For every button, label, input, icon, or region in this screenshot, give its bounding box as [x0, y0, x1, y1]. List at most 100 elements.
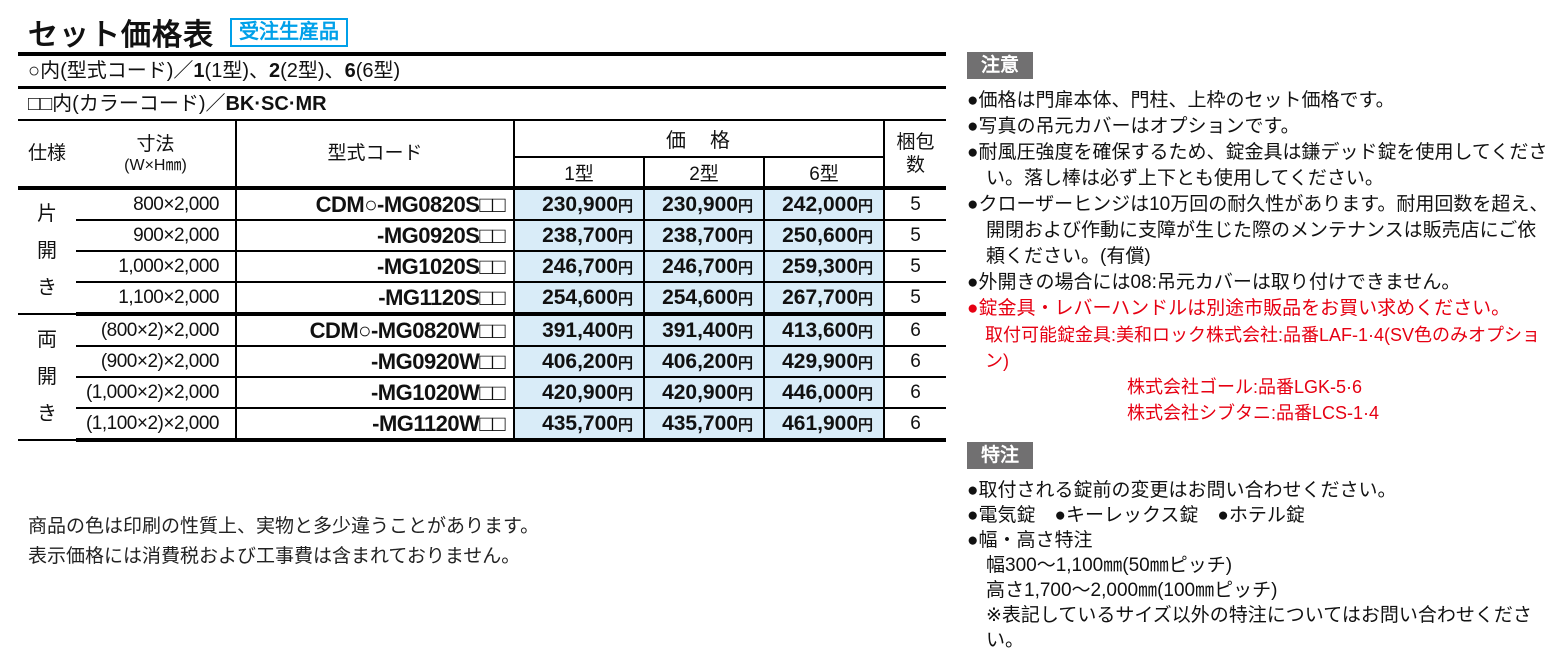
price-cell-type6: 267,700円 — [762, 282, 885, 316]
price-cell-type1: 230,900円 — [513, 188, 644, 221]
price-table: 仕様 寸法 (W×H㎜) 型式コード 価 格 梱包 数 1型 2型 6型 — [18, 119, 947, 442]
price-cell-type2: 230,900円 — [643, 188, 764, 221]
legend-type6-label: (6型) — [355, 60, 401, 82]
price-value: 242,000 — [782, 192, 859, 216]
pack-count-cell: 5 — [883, 220, 947, 252]
special-order-section: 特注 ●取付される錠前の変更はお問い合わせください。 ●電気錠 ●キーレックス錠… — [967, 442, 1552, 653]
yen-suffix: 円 — [737, 290, 753, 308]
price-value: 246,700 — [662, 254, 738, 278]
price-value: 391,400 — [542, 318, 618, 342]
price-table-section: セット価格表 受注生産品 ○内(型式コード)／1(1型)、2(2型)、6(6型)… — [18, 12, 947, 442]
title-divider — [18, 52, 946, 56]
price-value: 238,700 — [662, 223, 738, 247]
yen-suffix: 円 — [737, 259, 753, 277]
price-value: 413,600 — [782, 318, 859, 342]
price-cell-type1: 406,200円 — [513, 346, 644, 378]
table-row: (900×2)×2,000 -MG0920W□□ 406,200円 406,20… — [18, 346, 947, 378]
caution-lock-detail-miwa: 取付可能錠金具:美和ロック株式会社:品番LAF-1·4(SV色のみオプション) — [985, 325, 1541, 371]
yen-suffix: 円 — [617, 416, 633, 434]
price-value: 259,300 — [782, 254, 859, 278]
yen-suffix: 円 — [858, 228, 874, 246]
price-value: 254,600 — [662, 285, 738, 309]
dimension-cell: 900×2,000 — [76, 220, 236, 252]
footnotes: 商品の色は印刷の性質上、実物と多少違うことがあります。 表示価格には消費税および… — [28, 512, 539, 572]
price-value: 461,900 — [782, 411, 859, 435]
caution-item: ●耐風圧強度を確保するため、錠金具は鎌デッド錠を使用してください。落し棒は必ず上… — [967, 142, 1548, 189]
price-cell-type2: 435,700円 — [643, 408, 764, 442]
price-cell-type6: 429,900円 — [762, 346, 885, 378]
pack-count-cell: 6 — [883, 377, 947, 409]
col-header-pack-count: 梱包 数 — [883, 120, 947, 190]
made-to-order-badge: 受注生産品 — [230, 17, 348, 47]
yen-suffix: 円 — [858, 416, 874, 434]
col-header-dim-line2: (W×H㎜) — [124, 156, 187, 174]
spec-label: 両開き — [37, 328, 57, 425]
yen-suffix: 円 — [737, 197, 753, 215]
table-row: 片開き 800×2,000 CDM○-MG0820S□□ 230,900円 23… — [18, 188, 947, 315]
price-cell-type6: 250,600円 — [762, 220, 885, 252]
model-code-cell: -MG0920W□□ — [235, 346, 514, 378]
price-value: 238,700 — [542, 223, 618, 247]
price-value: 406,200 — [662, 349, 738, 373]
legend-color-code: □□内(カラーコード)／BK·SC·MR — [18, 89, 946, 119]
price-cell-type1: 254,600円 — [513, 282, 644, 316]
special-order-note: ※表記しているサイズ以外の特注についてはお問い合わせください。 — [986, 605, 1532, 651]
yen-suffix: 円 — [737, 228, 753, 246]
caution-item: ●外開きの場合には08:吊元カバーは取り付けできません。 — [967, 272, 1461, 293]
caution-item: ●写真の吊元カバーはオプションです。 — [967, 116, 1300, 137]
col-header-pack-line2: 数 — [906, 154, 926, 176]
special-order-item: ●取付される錠前の変更はお問い合わせください。 — [967, 480, 1397, 501]
yen-suffix: 円 — [858, 197, 874, 215]
legend-color-code-prefix: □□内(カラーコード)／ — [28, 93, 226, 115]
model-code-cell: -MG1120S□□ — [235, 282, 514, 316]
pack-count-cell: 5 — [883, 282, 947, 316]
price-cell-type6: 242,000円 — [762, 188, 885, 221]
yen-suffix: 円 — [617, 323, 633, 341]
price-cell-type2: 254,600円 — [643, 282, 764, 316]
legend-type1-label: (1型)、 — [204, 60, 269, 82]
col-header-pack-line1: 梱包 — [896, 131, 935, 153]
yen-suffix: 円 — [858, 259, 874, 277]
model-code-cell: CDM○-MG0820S□□ — [235, 188, 514, 221]
footnote-color-disclaimer: 商品の色は印刷の性質上、実物と多少違うことがあります。 — [28, 516, 540, 537]
col-header-type6: 6型 — [762, 157, 885, 190]
table-row: (1,100×2)×2,000 -MG1120W□□ 435,700円 435,… — [18, 408, 947, 442]
yen-suffix: 円 — [737, 385, 753, 403]
model-code-cell: -MG0920S□□ — [235, 220, 514, 252]
yen-suffix: 円 — [737, 323, 753, 341]
dimension-cell: (1,000×2)×2,000 — [76, 377, 236, 409]
caution-lock-detail-goal: 株式会社ゴール:品番LGK-5·6 — [1127, 377, 1363, 397]
price-cell-type6: 413,600円 — [762, 314, 885, 347]
special-order-item: ●電気錠 ●キーレックス錠 ●ホテル錠 — [967, 505, 1305, 526]
caution-item: ●価格は門扉本体、門柱、上枠のセット価格です。 — [967, 90, 1395, 111]
special-order-width-range: 幅300〜1,100㎜(50㎜ピッチ) — [986, 555, 1233, 576]
table-row: 1,100×2,000 -MG1120S□□ 254,600円 254,600円… — [18, 282, 947, 316]
caution-lock-detail-shibutani: 株式会社シブタニ:品番LCS-1·4 — [1127, 403, 1380, 423]
yen-suffix: 円 — [737, 354, 753, 372]
price-cell-type6: 461,900円 — [762, 408, 885, 442]
price-cell-type2: 246,700円 — [643, 251, 764, 283]
model-code-cell: -MG1020S□□ — [235, 251, 514, 283]
col-header-dimensions: 寸法 (W×H㎜) — [76, 120, 236, 190]
price-value: 267,700 — [782, 285, 859, 309]
price-value: 435,700 — [662, 411, 738, 435]
dimension-cell: 1,000×2,000 — [76, 251, 236, 283]
yen-suffix: 円 — [617, 290, 633, 308]
caution-list: ●価格は門扉本体、門柱、上枠のセット価格です。 ●写真の吊元カバーはオプションで… — [967, 88, 1552, 426]
price-cell-type2: 406,200円 — [643, 346, 764, 378]
pack-count-cell: 6 — [883, 408, 947, 442]
caution-item-lock-warning: ●錠金具・レバーハンドルは別途市販品をお買い求めください。 — [967, 298, 1511, 319]
pack-count-cell: 6 — [883, 346, 947, 378]
legend-type1-code: 1 — [193, 60, 205, 82]
price-cell-type6: 259,300円 — [762, 251, 885, 283]
pack-count-cell: 5 — [883, 188, 947, 221]
special-order-list: ●取付される錠前の変更はお問い合わせください。 ●電気錠 ●キーレックス錠 ●ホ… — [967, 478, 1552, 653]
model-code-cell: -MG1120W□□ — [235, 408, 514, 442]
price-value: 435,700 — [542, 411, 618, 435]
price-value: 429,900 — [782, 349, 859, 373]
price-value: 230,900 — [662, 192, 738, 216]
special-order-height-range: 高さ1,700〜2,000㎜(100㎜ピッチ) — [986, 580, 1278, 601]
dimension-cell: 800×2,000 — [76, 188, 236, 221]
notes-section: 注意 ●価格は門扉本体、門柱、上枠のセット価格です。 ●写真の吊元カバーはオプシ… — [967, 52, 1552, 653]
legend-type2-code: 2 — [268, 60, 281, 82]
